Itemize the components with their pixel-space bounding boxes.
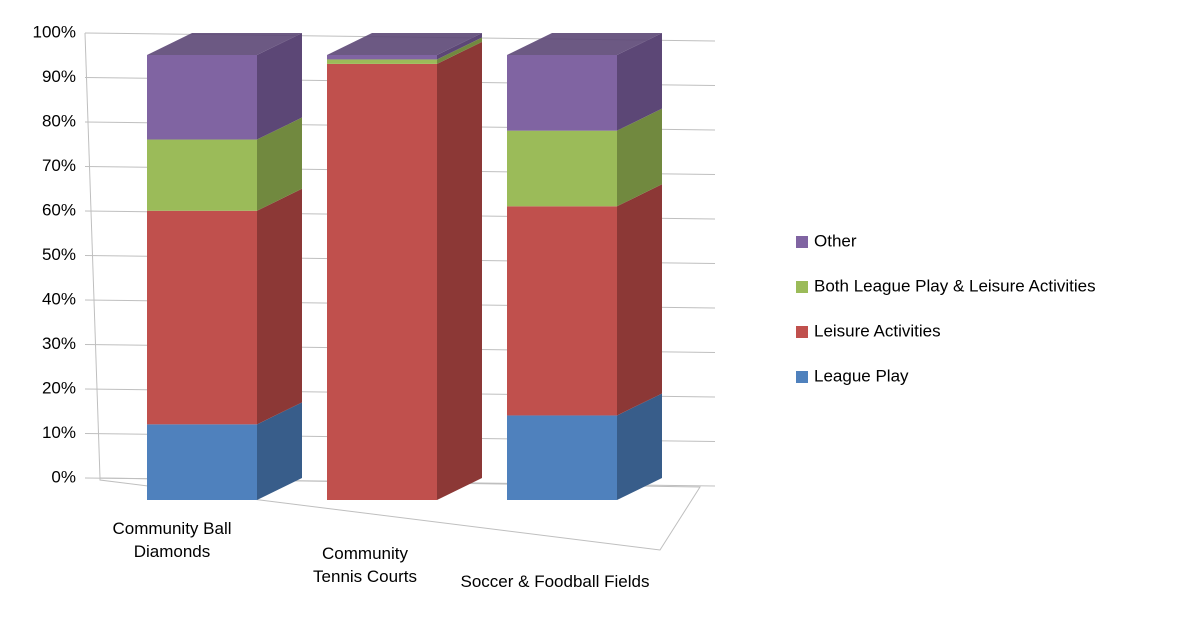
- y-tick-label: 40%: [42, 289, 76, 308]
- y-tick-label: 100%: [33, 22, 76, 41]
- y-tick-label: 90%: [42, 67, 76, 86]
- bar: [327, 63, 437, 501]
- legend-swatch: [796, 371, 808, 383]
- y-tick-label: 20%: [42, 378, 76, 397]
- y-tick-label: 60%: [42, 200, 76, 219]
- bar: [507, 415, 617, 500]
- legend-swatch: [796, 236, 808, 248]
- bar-side: [617, 108, 662, 207]
- y-tick-label: 30%: [42, 334, 76, 353]
- x-tick-label: Soccer & Foodball Fields: [460, 572, 650, 591]
- legend-swatch: [796, 326, 808, 338]
- bar: [147, 55, 257, 140]
- bar-side: [257, 33, 302, 140]
- y-tick-label: 80%: [42, 111, 76, 130]
- legend-label: Other: [814, 231, 857, 250]
- x-tick-label: Community Ball Diamonds: [112, 519, 232, 561]
- bar: [327, 59, 437, 64]
- bar: [507, 206, 617, 416]
- bar-side: [437, 37, 482, 64]
- bar: [507, 55, 617, 131]
- bar-side: [617, 33, 662, 131]
- y-tick-label: 70%: [42, 156, 76, 175]
- legend-label: Leisure Activities: [814, 321, 941, 340]
- legend-label: League Play: [814, 366, 909, 385]
- bar: [147, 139, 257, 211]
- bar-side: [617, 393, 662, 500]
- floor: [99, 477, 701, 551]
- legend-label: Both League Play & Leisure Activities: [814, 276, 1096, 295]
- bar-top: [507, 33, 662, 55]
- bar-side: [257, 402, 302, 500]
- bar-side: [257, 117, 302, 211]
- y-tick-label: 0%: [51, 467, 76, 486]
- bar-side: [257, 188, 302, 425]
- bar: [147, 424, 257, 500]
- y-tick-label: 10%: [42, 423, 76, 442]
- y-tick-label: 50%: [42, 245, 76, 264]
- bar: [507, 130, 617, 207]
- bar: [147, 210, 257, 425]
- legend-swatch: [796, 281, 808, 293]
- bar-side: [617, 184, 662, 416]
- bar-top: [327, 33, 482, 55]
- bar-side: [437, 33, 482, 60]
- bar-top: [147, 33, 302, 55]
- bar-side: [437, 41, 482, 501]
- x-tick-label: Community Tennis Courts: [313, 544, 417, 586]
- bar: [327, 55, 437, 60]
